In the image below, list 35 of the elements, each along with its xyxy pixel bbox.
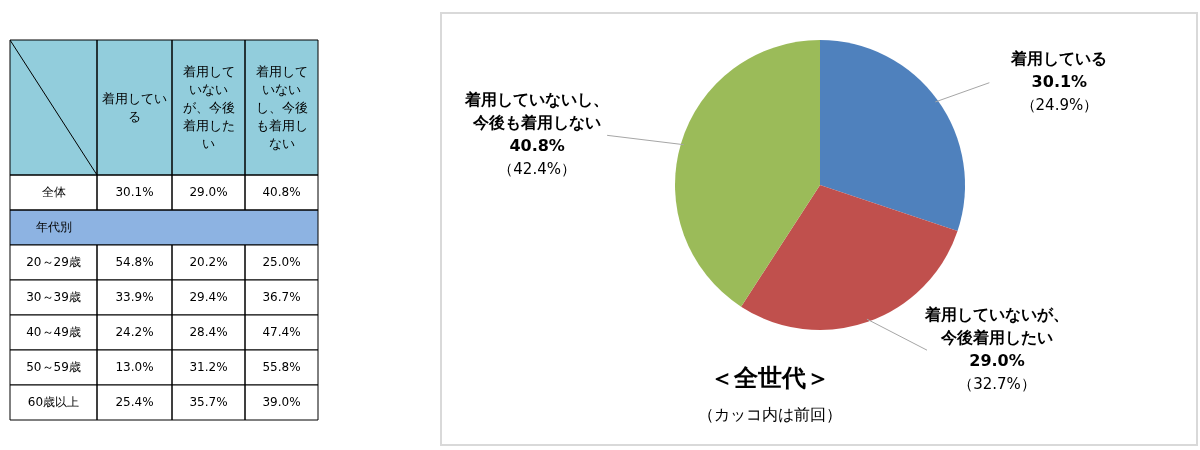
data-label: 35.7% xyxy=(189,394,228,409)
data-label: 20.2% xyxy=(189,254,228,269)
y-tick-label: 年代別 xyxy=(35,219,72,234)
data-label: 30.1% （24.9%） xyxy=(1020,71,1099,114)
y-tick-label: 40～49歳 xyxy=(26,324,81,339)
text: （カッコ内は前回） xyxy=(698,405,842,425)
text: ＜全世代＞ xyxy=(710,364,830,393)
data-label: 13.0% xyxy=(115,359,154,374)
data-label: 31.2% xyxy=(189,359,228,374)
data-label: 47.4% xyxy=(262,324,301,339)
data-label: 30.1% xyxy=(115,184,154,199)
data-label: 54.8% xyxy=(115,254,154,269)
data-label: 29.0% xyxy=(189,184,228,199)
y-tick-label: 50～59歳 xyxy=(26,359,81,374)
slice-label: 着用していないが、今後着用したい xyxy=(924,304,1069,347)
x-tick-label: 着用していないが、今後着用したい xyxy=(181,62,236,153)
data-label: 36.7% xyxy=(262,289,301,304)
y-tick-label: 20～29歳 xyxy=(26,254,81,269)
slice-label: 着用している xyxy=(1010,48,1108,68)
y-tick-label: 60歳以上 xyxy=(27,394,80,409)
data-label: 25.0% xyxy=(262,254,301,269)
data-label: 28.4% xyxy=(189,324,228,339)
data-label: 29.0% （32.7%） xyxy=(958,350,1036,393)
data-label: 40.8% （42.4%） xyxy=(498,135,576,178)
y-tick-label: 30～39歳 xyxy=(26,289,81,304)
data-label: 25.4% xyxy=(115,394,154,409)
data-label: 39.0% xyxy=(262,394,301,409)
data-label: 33.9% xyxy=(115,289,154,304)
data-label: 24.2% xyxy=(115,324,154,339)
x-tick-label: 着用していないし、今後も着用しない xyxy=(254,62,309,153)
data-label: 29.4% xyxy=(189,289,228,304)
y-tick-label: 全体 xyxy=(41,184,66,199)
x-tick-label: 着用している xyxy=(102,89,167,126)
data-label: 40.8% xyxy=(262,184,301,199)
data-label: 55.8% xyxy=(262,359,301,374)
